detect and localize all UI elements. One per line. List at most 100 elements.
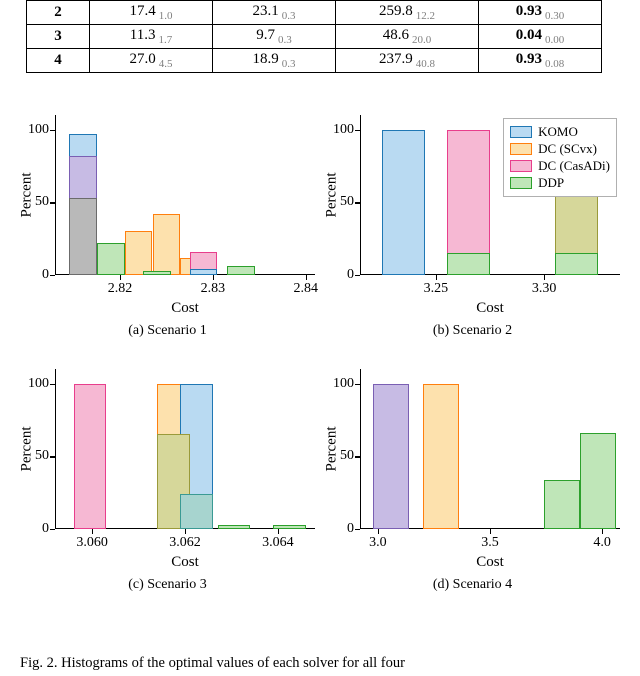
histogram-bar: [555, 253, 598, 275]
histogram-bar: [69, 198, 97, 275]
plot-a: 0501002.822.832.84PercentCost: [55, 115, 315, 275]
ytick-label: 0: [17, 267, 49, 283]
histogram-bar: [153, 214, 181, 275]
xtick-label: 3.25: [424, 281, 449, 297]
xtick: [278, 529, 279, 534]
histogram-bar: [544, 480, 580, 529]
ytick: [50, 275, 55, 276]
legend-item: DDP: [510, 175, 610, 191]
legend-label: DDP: [538, 175, 564, 191]
ytick-label: 0: [322, 267, 354, 283]
legend-swatch: [510, 126, 532, 138]
ylabel: Percent: [19, 427, 36, 472]
xtick-label: 2.84: [293, 281, 318, 297]
histogram-bar: [218, 525, 251, 529]
xtick-label: 2.82: [108, 281, 133, 297]
ytick: [355, 456, 360, 457]
xtick-label: 3.5: [481, 535, 499, 551]
xlabel: Cost: [171, 300, 199, 317]
plot-b: 0501003.253.30PercentCostKOMODC (SCvx)DC…: [360, 115, 620, 275]
xtick-label: 3.30: [532, 281, 557, 297]
table-cell: 2: [27, 1, 90, 25]
histogram-bar: [143, 271, 171, 275]
ytick: [355, 529, 360, 530]
histogram-bar: [580, 433, 616, 529]
table-cell: 23.10.3: [213, 1, 336, 25]
histogram-bar: [180, 494, 213, 529]
xtick: [213, 275, 214, 280]
table-cell: 237.940.8: [336, 49, 479, 73]
xlabel: Cost: [476, 300, 504, 317]
xtick: [185, 529, 186, 534]
table-cell: 0.040.00: [479, 25, 602, 49]
legend: KOMODC (SCvx)DC (CasADi)DDP: [503, 118, 617, 197]
table-cell: 27.04.5: [90, 49, 213, 73]
xtick: [306, 275, 307, 280]
table-cell: 0.930.08: [479, 49, 602, 73]
xtick-label: 3.064: [262, 535, 294, 551]
histogram-bar: [423, 384, 459, 529]
panel-c: 0501003.0603.0623.064PercentCost (c) Sce…: [20, 369, 315, 593]
xtick: [92, 529, 93, 534]
histogram-bar: [190, 269, 218, 275]
table-row: 311.31.79.70.348.620.00.040.00: [27, 25, 602, 49]
table-cell: 0.930.30: [479, 1, 602, 25]
table-row: 427.04.518.90.3237.940.80.930.08: [27, 49, 602, 73]
table-cell: 259.812.2: [336, 1, 479, 25]
caption-a: (a) Scenario 1: [20, 323, 315, 339]
table-cell: 4: [27, 49, 90, 73]
legend-label: DC (CasADi): [538, 158, 610, 174]
table-cell: 3: [27, 25, 90, 49]
table-cell: 48.620.0: [336, 25, 479, 49]
ytick-label: 100: [322, 376, 354, 392]
histogram-bar: [125, 231, 153, 275]
ytick: [50, 130, 55, 131]
ylabel: Percent: [324, 173, 341, 218]
table-row: 217.41.023.10.3259.812.20.930.30: [27, 1, 602, 25]
table-cell: 17.41.0: [90, 1, 213, 25]
xtick: [544, 275, 545, 280]
plot-d: 0501003.03.54.0PercentCost: [360, 369, 620, 529]
xtick-label: 2.83: [201, 281, 226, 297]
histogram-bar: [74, 384, 107, 529]
xlabel: Cost: [171, 554, 199, 571]
plot-c: 0501003.0603.0623.064PercentCost: [55, 369, 315, 529]
figure-caption: Fig. 2. Histograms of the optimal values…: [20, 655, 620, 672]
legend-item: KOMO: [510, 124, 610, 140]
caption-d: (d) Scenario 4: [325, 577, 620, 593]
histogram-bar: [382, 130, 425, 275]
histogram-bar: [227, 266, 255, 275]
xtick: [378, 529, 379, 534]
xtick-label: 4.0: [593, 535, 611, 551]
legend-swatch: [510, 143, 532, 155]
xtick-label: 3.062: [169, 535, 201, 551]
ytick: [355, 275, 360, 276]
table-cell: 9.70.3: [213, 25, 336, 49]
panel-b: 0501003.253.30PercentCostKOMODC (SCvx)DC…: [325, 115, 620, 339]
caption-b: (b) Scenario 2: [325, 323, 620, 339]
ylabel: Percent: [324, 427, 341, 472]
ytick: [355, 130, 360, 131]
xtick: [602, 529, 603, 534]
xtick: [490, 529, 491, 534]
histogram-bar: [373, 384, 409, 529]
caption-c: (c) Scenario 3: [20, 577, 315, 593]
xtick: [436, 275, 437, 280]
histogram-bar: [97, 243, 125, 275]
results-table: 217.41.023.10.3259.812.20.930.30311.31.7…: [26, 0, 602, 73]
panel-a: 0501002.822.832.84PercentCost (a) Scenar…: [20, 115, 315, 339]
xtick: [120, 275, 121, 280]
legend-label: KOMO: [538, 124, 578, 140]
ytick: [355, 202, 360, 203]
xtick-label: 3.060: [76, 535, 108, 551]
histogram-bar: [273, 525, 306, 529]
ytick: [50, 202, 55, 203]
legend-item: DC (SCvx): [510, 141, 610, 157]
ytick-label: 100: [17, 376, 49, 392]
table-cell: 11.31.7: [90, 25, 213, 49]
ytick: [50, 384, 55, 385]
legend-label: DC (SCvx): [538, 141, 597, 157]
ylabel: Percent: [19, 173, 36, 218]
ytick-label: 0: [17, 521, 49, 537]
charts-grid: 0501002.822.832.84PercentCost (a) Scenar…: [20, 115, 620, 593]
